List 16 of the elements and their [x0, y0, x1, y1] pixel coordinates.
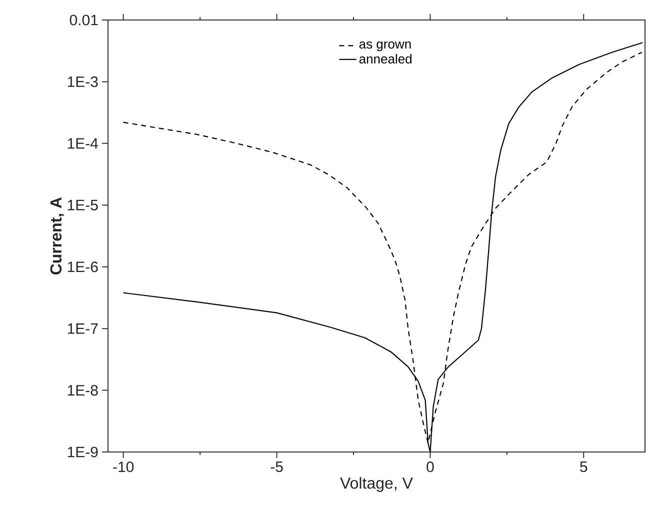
y-tick-label: 1E-5 [68, 200, 98, 210]
x-tick-label: 5 [580, 462, 588, 472]
x-tick-label: 0 [426, 462, 434, 472]
legend-label: annealed [359, 54, 412, 64]
x-tick-label: -10 [113, 462, 134, 472]
legend-label: as grown [359, 41, 411, 52]
y-tick-label: 1E-9 [68, 446, 98, 458]
y-tick-label: 1E-4 [68, 138, 98, 149]
y-tick-label: 1E-7 [68, 323, 98, 334]
y-tick-label: 1E-6 [68, 262, 98, 272]
x-axis-title: Voltage, V [340, 477, 413, 492]
y-axis-title: Current, A [50, 197, 64, 274]
y-tick-label: 1E-8 [68, 384, 98, 396]
y-tick-label: 0.01 [70, 14, 98, 26]
x-tick-label: -5 [270, 462, 283, 472]
y-tick-label: 1E-3 [68, 76, 98, 88]
